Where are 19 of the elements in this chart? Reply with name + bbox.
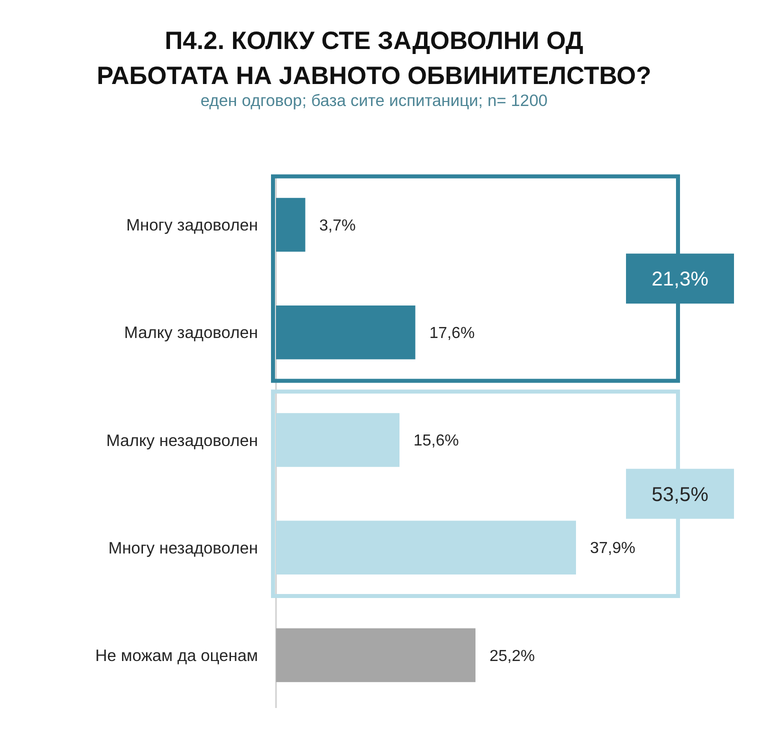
bar (276, 198, 306, 252)
y-tick-label: Многу задоволен (126, 216, 258, 235)
text: 21,3% (652, 268, 709, 291)
bar (276, 306, 416, 360)
chart-title: П4.2. КОЛКУ СТЕ ЗАДОВОЛНИ ОД РАБОТАТА НА ЈАВНОТО ОБВИНИТЕЛСТВО? (96, 27, 652, 90)
data-label: 17,6% (429, 325, 475, 342)
data-label: 15,6% (413, 432, 459, 450)
y-tick-label: Малку задоволен (124, 324, 258, 342)
chart-subtitle: еден одговор; база сите испитаници; n= 1200 (200, 92, 548, 110)
data-label: 25,2% (489, 648, 535, 665)
y-tick-label: Малку незадоволен (106, 432, 258, 450)
bar (276, 520, 576, 574)
y-tick-label: Многу незадоволен (108, 539, 258, 558)
bar (276, 413, 400, 467)
y-tick-label: Не можам да оценам (95, 646, 258, 665)
bar (276, 628, 476, 682)
data-label: 3,7% (319, 217, 356, 234)
data-label: 37,9% (590, 540, 636, 558)
text: 53,5% (652, 484, 709, 506)
